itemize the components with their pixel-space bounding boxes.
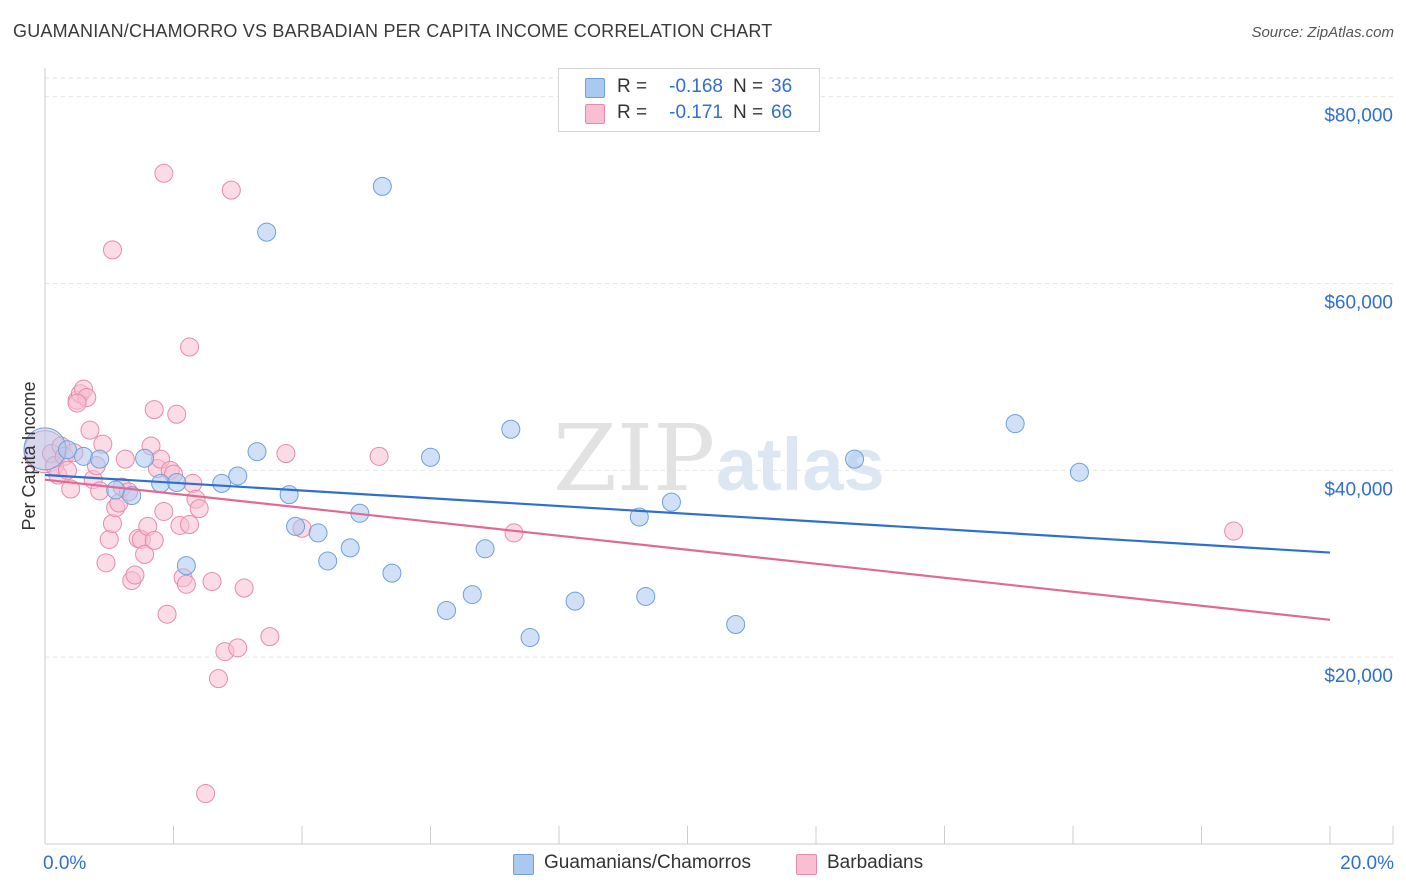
y-tick-label: $80,000 bbox=[1324, 106, 1393, 127]
data-point-barbadian bbox=[180, 337, 200, 357]
data-point-guamanian bbox=[437, 600, 457, 620]
tick-labels: $20,000 $40,000 $60,000 $80,000 0.0% 20.0% bbox=[43, 106, 1394, 874]
data-point-barbadian bbox=[125, 565, 145, 585]
data-point-guamanian bbox=[318, 551, 338, 571]
data-point-guamanian bbox=[135, 448, 155, 468]
data-point-guamanian bbox=[565, 591, 585, 611]
data-points bbox=[23, 163, 1244, 804]
data-point-barbadian bbox=[369, 446, 389, 466]
y-tick-label: $40,000 bbox=[1324, 479, 1393, 500]
stats-swatch-guamanian bbox=[585, 78, 605, 98]
data-point-barbadian bbox=[67, 393, 87, 413]
data-point-barbadian bbox=[115, 449, 135, 469]
data-point-barbadian bbox=[202, 572, 222, 592]
stats-r-label: R = bbox=[617, 76, 648, 97]
watermark: ZIP atlas bbox=[553, 405, 885, 512]
data-point-barbadian bbox=[57, 460, 77, 480]
y-tick-label: $20,000 bbox=[1324, 666, 1393, 687]
stats-r-value: -0.171 bbox=[669, 102, 723, 123]
data-point-barbadian bbox=[167, 404, 187, 424]
data-point-barbadian bbox=[61, 479, 81, 499]
stats-swatch-barbadian bbox=[585, 104, 605, 124]
data-point-guamanian bbox=[74, 446, 94, 466]
stats-n-label: N = bbox=[733, 76, 764, 97]
data-point-guamanian bbox=[106, 480, 126, 500]
data-point-barbadian bbox=[1224, 521, 1244, 541]
stats-n-value: 36 bbox=[771, 76, 793, 97]
legend-label-barbadian: Barbadians bbox=[827, 852, 924, 873]
data-point-guamanian bbox=[629, 507, 649, 527]
data-point-guamanian bbox=[726, 614, 746, 634]
data-point-guamanian bbox=[475, 539, 495, 559]
stats-r-value: -0.168 bbox=[669, 76, 723, 97]
data-point-guamanian bbox=[228, 466, 248, 486]
x-tick-label: 20.0% bbox=[1340, 853, 1394, 874]
data-point-guamanian bbox=[661, 492, 681, 512]
stats-n-label: N = bbox=[733, 102, 764, 123]
data-point-barbadian bbox=[144, 400, 164, 420]
data-point-barbadian bbox=[504, 523, 524, 543]
data-point-guamanian bbox=[1069, 462, 1089, 482]
data-point-guamanian bbox=[90, 449, 110, 469]
data-point-barbadian bbox=[196, 784, 216, 804]
data-point-barbadian bbox=[144, 530, 164, 550]
data-point-guamanian bbox=[176, 556, 196, 576]
data-point-barbadian bbox=[154, 501, 174, 521]
data-point-guamanian bbox=[57, 440, 77, 460]
trend-line-barbadian bbox=[44, 478, 1331, 621]
watermark-zip: ZIP bbox=[553, 405, 715, 512]
data-point-guamanian bbox=[257, 222, 277, 242]
y-axis-label: Per Capita Income bbox=[19, 381, 39, 530]
data-point-barbadian bbox=[176, 574, 196, 594]
stats-box: R = -0.168 N = 36 R = -0.171 N = 66 bbox=[558, 68, 820, 132]
data-point-barbadian bbox=[234, 578, 254, 598]
data-point-barbadian bbox=[96, 553, 116, 573]
data-point-barbadian bbox=[221, 180, 241, 200]
data-point-barbadian bbox=[154, 163, 174, 183]
source-label: Source: ZipAtlas.com bbox=[1251, 24, 1394, 41]
chart-title: GUAMANIAN/CHAMORRO VS BARBADIAN PER CAPI… bbox=[13, 21, 773, 41]
data-point-barbadian bbox=[228, 638, 248, 658]
data-point-guamanian bbox=[462, 585, 482, 605]
data-point-barbadian bbox=[80, 420, 100, 440]
data-point-barbadian bbox=[102, 240, 122, 260]
data-point-barbadian bbox=[99, 529, 119, 549]
data-point-guamanian bbox=[845, 449, 865, 469]
gridlines bbox=[45, 77, 1393, 658]
data-point-barbadian bbox=[102, 514, 122, 534]
stats-r-label: R = bbox=[617, 102, 648, 123]
x-tick-label: 0.0% bbox=[43, 853, 86, 874]
data-point-guamanian bbox=[501, 419, 521, 439]
data-point-guamanian bbox=[1005, 414, 1025, 434]
data-point-barbadian bbox=[208, 669, 228, 689]
legend-swatch-guamanian bbox=[513, 854, 534, 875]
data-point-barbadian bbox=[189, 499, 209, 519]
data-point-guamanian bbox=[372, 176, 392, 196]
data-point-guamanian bbox=[636, 586, 656, 606]
y-tick-label: $60,000 bbox=[1324, 293, 1393, 314]
data-point-barbadian bbox=[180, 515, 200, 535]
data-point-barbadian bbox=[276, 444, 296, 464]
data-point-barbadian bbox=[135, 544, 155, 564]
trend-lines bbox=[44, 473, 1331, 621]
data-point-guamanian bbox=[286, 516, 306, 536]
data-point-guamanian bbox=[212, 473, 232, 493]
data-point-barbadian bbox=[260, 627, 280, 647]
data-point-guamanian bbox=[308, 523, 328, 543]
data-point-guamanian bbox=[247, 442, 267, 462]
legend-swatch-barbadian bbox=[796, 854, 817, 875]
data-point-guamanian bbox=[421, 447, 440, 467]
trend-line-guamanian bbox=[44, 473, 1331, 554]
stats-n-value: 66 bbox=[771, 102, 793, 123]
data-point-guamanian bbox=[340, 538, 360, 558]
data-point-guamanian bbox=[382, 563, 402, 583]
legend-label-guamanian: Guamanians/Chamorros bbox=[544, 852, 751, 873]
data-point-guamanian bbox=[520, 628, 540, 648]
data-point-guamanian bbox=[122, 486, 142, 506]
data-point-barbadian bbox=[157, 604, 177, 624]
